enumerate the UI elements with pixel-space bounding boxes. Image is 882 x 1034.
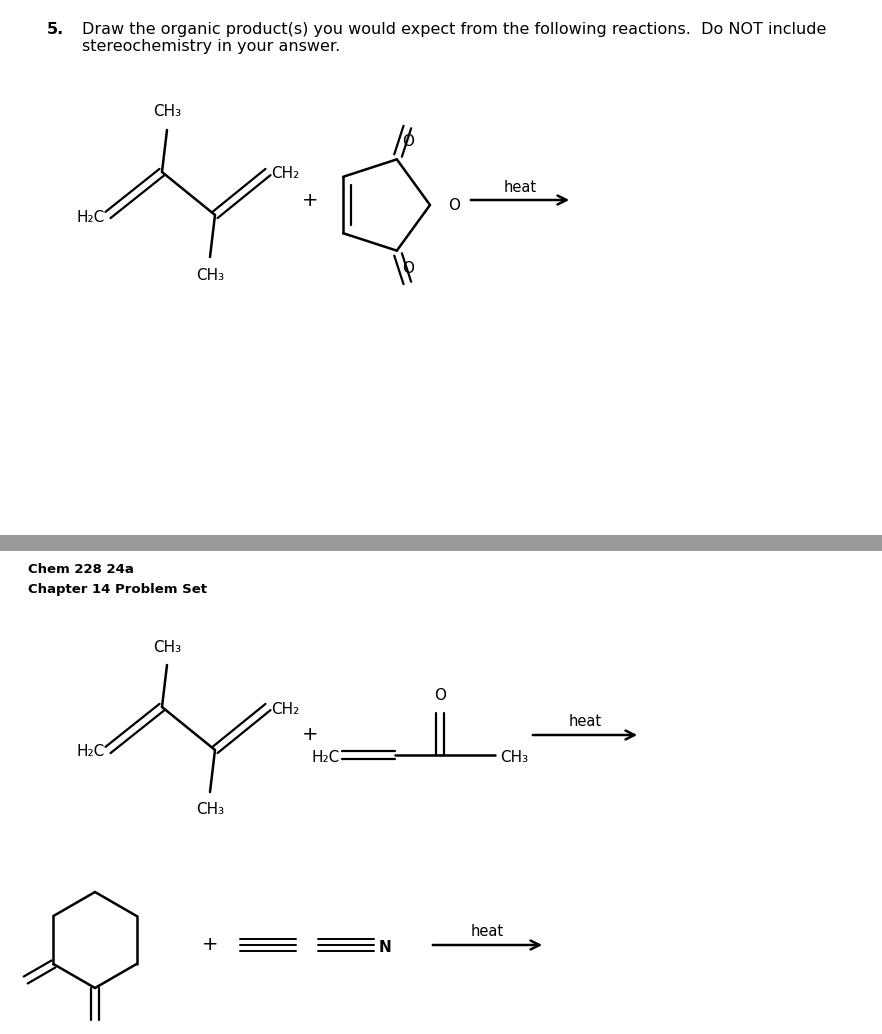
Text: +: + [302, 726, 318, 744]
Text: H₂C: H₂C [77, 210, 105, 224]
Text: +: + [302, 190, 318, 210]
Text: heat: heat [471, 924, 504, 940]
Bar [0, 535, 882, 551]
Text: CH₃: CH₃ [153, 104, 181, 120]
Text: Chapter 14 Problem Set: Chapter 14 Problem Set [28, 583, 207, 596]
Text: Chem 228 24a: Chem 228 24a [28, 562, 134, 576]
Text: heat: heat [568, 714, 602, 730]
Text: +: + [202, 936, 218, 954]
Text: heat: heat [504, 180, 536, 194]
Text: N: N [379, 940, 392, 954]
Text: CH₃: CH₃ [196, 802, 224, 818]
Text: CH₃: CH₃ [153, 639, 181, 655]
Text: CH₂: CH₂ [271, 701, 299, 717]
Text: O: O [402, 262, 415, 276]
Text: Draw the organic product(s) you would expect from the following reactions.  Do N: Draw the organic product(s) you would ex… [82, 22, 826, 55]
Text: CH₃: CH₃ [500, 750, 528, 764]
Text: CH₂: CH₂ [271, 166, 299, 182]
Text: 5.: 5. [47, 22, 64, 37]
Text: O: O [448, 197, 460, 213]
Text: H₂C: H₂C [77, 744, 105, 760]
Text: CH₃: CH₃ [196, 268, 224, 282]
Text: O: O [402, 133, 415, 149]
Text: O: O [434, 688, 446, 702]
Text: H₂C: H₂C [311, 750, 340, 764]
